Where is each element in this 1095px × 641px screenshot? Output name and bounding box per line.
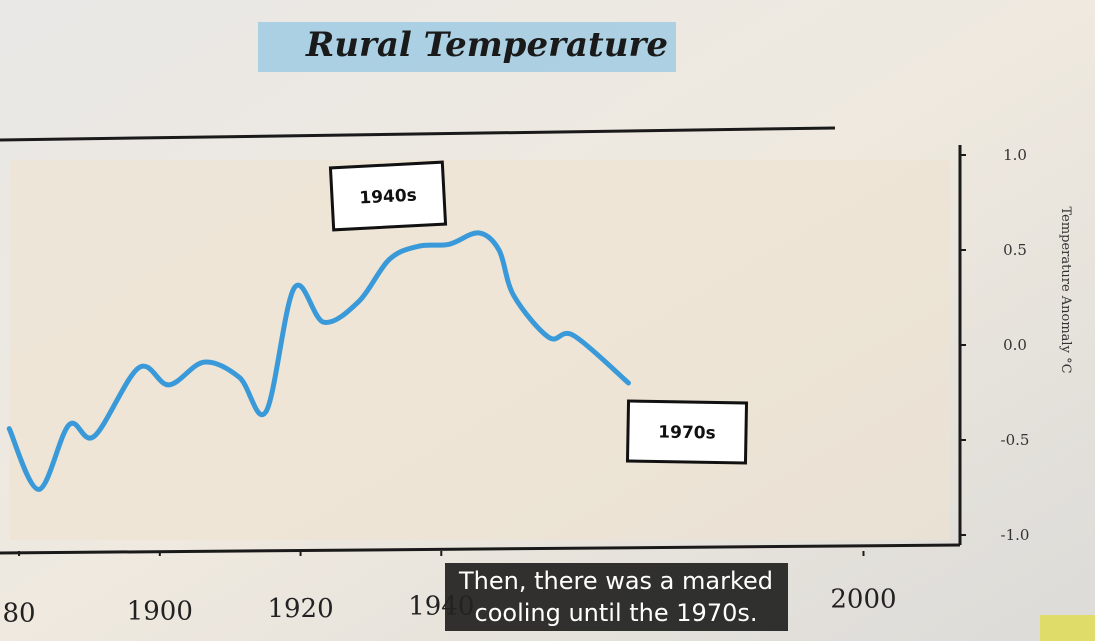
chart-title: Rural Temperature bbox=[305, 25, 668, 65]
title-highlight bbox=[258, 22, 676, 72]
x-tick-label: 1900 bbox=[127, 596, 193, 626]
y-tick-label: -1.0 bbox=[1001, 526, 1030, 544]
plot-shade bbox=[10, 160, 950, 540]
caption-line: Then, there was a marked bbox=[458, 567, 773, 595]
frame-top bbox=[0, 126, 836, 142]
y-tick-label: 0.5 bbox=[1003, 241, 1027, 259]
x-tick-label: 80 bbox=[3, 599, 36, 629]
caption-line: cooling until the 1970s. bbox=[475, 599, 758, 627]
y-axis-label: Temperature Anomaly °C bbox=[1058, 206, 1073, 373]
y-tick-label: -0.5 bbox=[1001, 431, 1030, 449]
caption-box bbox=[445, 563, 788, 631]
annotation: 1940s bbox=[359, 186, 417, 209]
annotation-box bbox=[625, 399, 749, 465]
annotation-box bbox=[328, 160, 448, 232]
y-tick-label: 0.0 bbox=[1003, 336, 1027, 354]
x-tick-label: 1920 bbox=[267, 594, 333, 624]
y-tick-label: 1.0 bbox=[1003, 146, 1027, 164]
annotation: 1970s bbox=[658, 423, 716, 444]
x-tick-label: 1940 bbox=[408, 592, 474, 622]
data-line bbox=[6, 230, 631, 492]
corner-sticker bbox=[1040, 615, 1095, 641]
x-tick-label: 2000 bbox=[830, 585, 896, 615]
